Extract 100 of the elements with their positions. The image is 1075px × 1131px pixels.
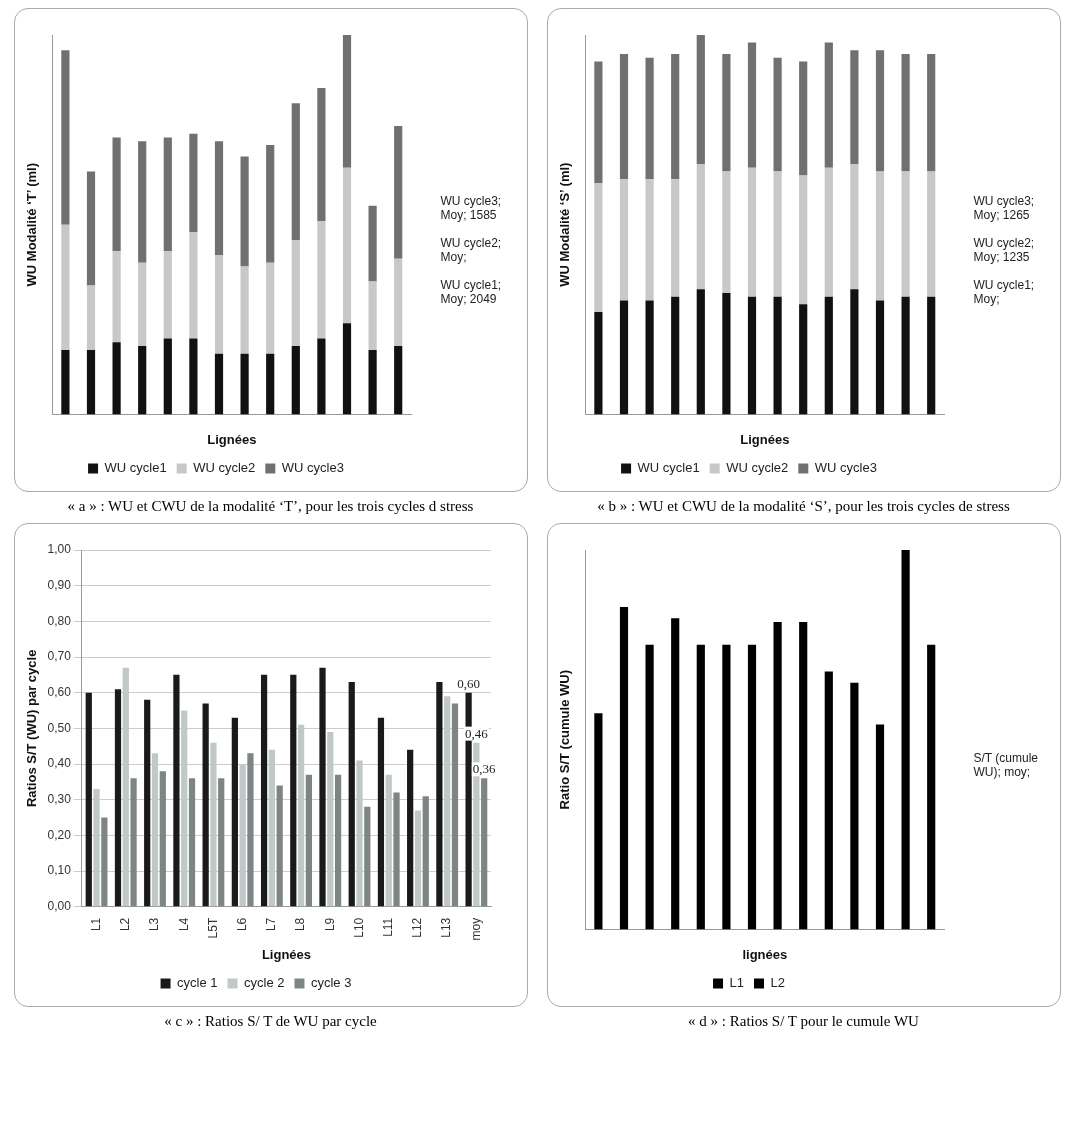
- bar: [619, 179, 628, 301]
- bar: [100, 817, 107, 907]
- bar: [926, 171, 935, 297]
- x-tick-label: L5T: [205, 917, 220, 939]
- x-tick-label: L7: [263, 917, 278, 932]
- x-axis-title: Lignées: [206, 431, 256, 447]
- bar: [875, 724, 884, 930]
- bar: [214, 353, 223, 415]
- bar: [798, 622, 807, 930]
- bar: [849, 164, 858, 290]
- bar: [318, 667, 326, 907]
- bar: [112, 342, 121, 415]
- bar: [645, 300, 654, 415]
- bar: [747, 167, 756, 297]
- bar: [163, 137, 172, 252]
- bar: [231, 717, 238, 907]
- bar: [240, 353, 249, 415]
- bar: [368, 349, 377, 415]
- bar: [849, 289, 858, 415]
- bar: [137, 262, 146, 347]
- bar: [773, 57, 782, 172]
- bar: [593, 311, 602, 415]
- bar: [291, 346, 300, 415]
- data-label: 0,60: [456, 675, 480, 691]
- x-tick-label: L12: [409, 917, 424, 938]
- legend-label: WU cycle2: [725, 460, 788, 476]
- text: S/T (cumule WU); moy;: [973, 751, 1039, 779]
- bar: [217, 778, 224, 907]
- data-label: 0,46: [464, 725, 488, 741]
- bar: [696, 164, 705, 290]
- legend-label: WU cycle3: [814, 460, 877, 476]
- data-label: 0,36: [472, 761, 496, 777]
- bar: [305, 774, 312, 907]
- bar: [188, 338, 197, 415]
- bar: [849, 682, 858, 930]
- text: WU cycle3; Moy; 1265: [973, 194, 1036, 222]
- bar: [368, 205, 377, 282]
- bar: [163, 338, 172, 415]
- bar: [188, 232, 197, 339]
- legend-label: WU cycle1: [104, 460, 167, 476]
- bar: [60, 224, 69, 350]
- text: « c » : Ratios S/ T de WU par cycle: [163, 1013, 378, 1030]
- bar: [246, 753, 254, 907]
- bar: [901, 53, 910, 172]
- bar: [721, 53, 730, 172]
- bar: [747, 42, 756, 168]
- bar: [334, 774, 341, 907]
- bar: [60, 349, 69, 415]
- x-tick-label: L3: [146, 917, 161, 932]
- x-tick-label: L13: [438, 917, 453, 938]
- bar: [670, 53, 679, 180]
- bar: [926, 53, 935, 172]
- bar: [316, 220, 325, 339]
- bar: [901, 296, 910, 415]
- bar: [773, 296, 782, 415]
- bar: [159, 771, 166, 907]
- bar: [342, 323, 351, 415]
- bar: [619, 53, 628, 180]
- bar: [342, 35, 351, 168]
- x-tick-label: L9: [322, 917, 337, 932]
- bar: [798, 61, 807, 176]
- bar: [670, 296, 679, 415]
- bar: [368, 281, 377, 350]
- bar: [276, 785, 283, 907]
- legend-label: L2: [770, 975, 785, 991]
- bar: [377, 717, 384, 907]
- bar: [721, 171, 730, 293]
- bar: [137, 141, 146, 263]
- bar: [188, 133, 197, 233]
- bar: [773, 622, 782, 930]
- bar: [393, 126, 402, 259]
- bar: [824, 671, 833, 930]
- bar: [721, 292, 730, 415]
- bar: [316, 88, 325, 221]
- bar: [926, 644, 935, 930]
- bar: [112, 137, 121, 252]
- legend-label: cycle 3: [310, 975, 351, 991]
- bar: [849, 50, 858, 164]
- text: « b » : WU et CWU de la modalité ‘S’, pour les trois cycles de stress: [596, 498, 1011, 515]
- legend-label: cycle 1: [176, 975, 218, 991]
- bar: [824, 167, 833, 297]
- bar: [392, 792, 400, 907]
- y-tick-label: 1,00: [47, 542, 71, 557]
- x-tick-label: L11: [380, 917, 395, 937]
- bar: [289, 674, 296, 907]
- legend-label: WU cycle2: [192, 460, 255, 476]
- bar: [593, 61, 602, 183]
- bar: [747, 644, 756, 930]
- legend-label: L1: [729, 975, 744, 991]
- bar: [112, 251, 121, 343]
- bar: [137, 346, 146, 415]
- bar: [265, 262, 274, 354]
- y-tick-label: 0,60: [47, 685, 71, 699]
- bar: [114, 689, 121, 907]
- y-tick-label: 0,40: [47, 756, 71, 771]
- bar: [86, 349, 95, 415]
- text: WU cycle2; Moy;: [440, 236, 503, 264]
- bar: [86, 171, 95, 286]
- bar: [593, 182, 602, 312]
- y-axis-title: WU Modalité ‘S’ (ml): [556, 162, 572, 287]
